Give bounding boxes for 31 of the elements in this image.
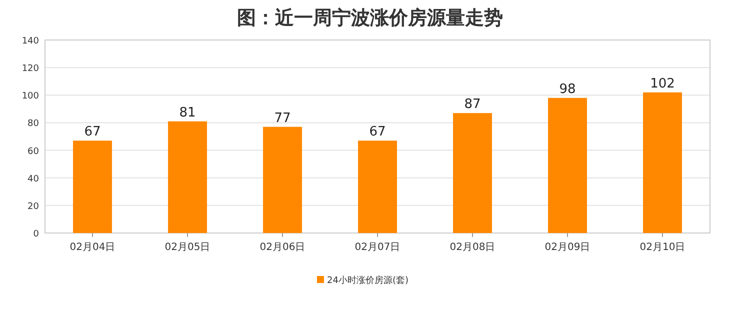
x-tick-label: 02月10日	[640, 242, 686, 253]
x-tick-label: 02月09日	[544, 242, 590, 253]
y-tick-label: 140	[22, 36, 40, 46]
bar	[168, 121, 207, 233]
bar	[453, 113, 492, 233]
x-tick-label: 02月07日	[354, 242, 400, 253]
data-label: 102	[650, 76, 675, 92]
bar	[73, 140, 112, 233]
data-label: 98	[559, 82, 576, 97]
y-tick-label: 120	[22, 64, 40, 74]
bar	[643, 92, 682, 233]
chart-title: 图：近一周宁波涨价房源量走势	[237, 7, 503, 29]
x-tick-label: 02月08日	[450, 242, 496, 253]
bar	[548, 98, 587, 233]
bar	[358, 140, 397, 233]
data-label: 77	[274, 110, 291, 126]
y-tick-label: 100	[22, 92, 40, 102]
data-label: 67	[369, 124, 386, 140]
data-label: 81	[179, 105, 196, 120]
y-tick-label: 40	[28, 174, 40, 184]
x-tick-label: 02月06日	[260, 242, 306, 253]
y-tick-label: 60	[28, 146, 40, 157]
data-label: 87	[464, 97, 481, 112]
data-label: 67	[84, 124, 101, 140]
y-tick-label: 80	[28, 119, 40, 130]
x-tick-label: 02月05日	[164, 242, 210, 253]
legend-label: 24小时涨价房源(套)	[327, 275, 408, 286]
x-tick-label: 02月04日	[70, 242, 116, 253]
bar	[263, 126, 302, 233]
y-tick-label: 20	[28, 202, 40, 212]
y-tick-label: 0	[33, 230, 40, 240]
